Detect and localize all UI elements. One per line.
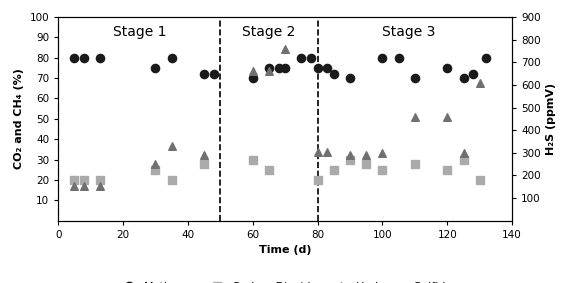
- Point: [70, 55, 79, 60]
- Point: [80, 183, 89, 188]
- Point: [264, 168, 274, 172]
- Point: [281, 66, 290, 70]
- Point: [378, 55, 387, 60]
- Point: [313, 178, 322, 182]
- Point: [313, 66, 322, 70]
- Point: [167, 178, 176, 182]
- Text: Stage 1: Stage 1: [112, 25, 166, 39]
- Point: [209, 72, 218, 76]
- Point: [475, 80, 484, 85]
- Point: [264, 66, 274, 70]
- Point: [394, 55, 403, 60]
- Point: [313, 149, 322, 154]
- Point: [70, 183, 79, 188]
- Point: [459, 157, 468, 162]
- Point: [248, 157, 257, 162]
- Y-axis label: H₂S (ppmV): H₂S (ppmV): [546, 83, 556, 155]
- X-axis label: Time (d): Time (d): [259, 245, 311, 255]
- Point: [329, 72, 339, 76]
- Text: Stage 2: Stage 2: [242, 25, 296, 39]
- Point: [378, 168, 387, 172]
- Point: [307, 55, 316, 60]
- Point: [459, 151, 468, 155]
- Point: [481, 55, 491, 60]
- Point: [378, 151, 387, 155]
- Point: [248, 69, 257, 74]
- Point: [443, 66, 452, 70]
- Point: [361, 161, 371, 166]
- Point: [80, 178, 89, 182]
- Point: [469, 72, 478, 76]
- Point: [329, 168, 339, 172]
- Point: [410, 161, 420, 166]
- Point: [443, 114, 452, 119]
- Point: [200, 161, 209, 166]
- Point: [475, 178, 484, 182]
- Point: [95, 55, 105, 60]
- Point: [345, 153, 354, 157]
- Point: [151, 162, 160, 166]
- Point: [95, 183, 105, 188]
- Point: [167, 55, 176, 60]
- Point: [248, 76, 257, 80]
- Point: [322, 66, 332, 70]
- Point: [200, 153, 209, 157]
- Point: [80, 55, 89, 60]
- Point: [151, 66, 160, 70]
- Point: [361, 153, 371, 157]
- Y-axis label: CO₂ and CH₄ (%): CO₂ and CH₄ (%): [14, 68, 24, 169]
- Point: [95, 178, 105, 182]
- Point: [297, 55, 306, 60]
- Text: Stage 3: Stage 3: [382, 25, 435, 39]
- Point: [281, 46, 290, 51]
- Point: [200, 72, 209, 76]
- Point: [70, 178, 79, 182]
- Point: [274, 66, 283, 70]
- Point: [410, 76, 420, 80]
- Point: [345, 157, 354, 162]
- Point: [410, 114, 420, 119]
- Point: [322, 149, 332, 154]
- Point: [345, 76, 354, 80]
- Point: [167, 144, 176, 148]
- Point: [459, 76, 468, 80]
- Point: [264, 69, 274, 74]
- Point: [443, 168, 452, 172]
- Point: [151, 168, 160, 172]
- Legend: Methane, Carbon Dioxide, Hydrogen Sulfide: Methane, Carbon Dioxide, Hydrogen Sulfid…: [113, 278, 457, 283]
